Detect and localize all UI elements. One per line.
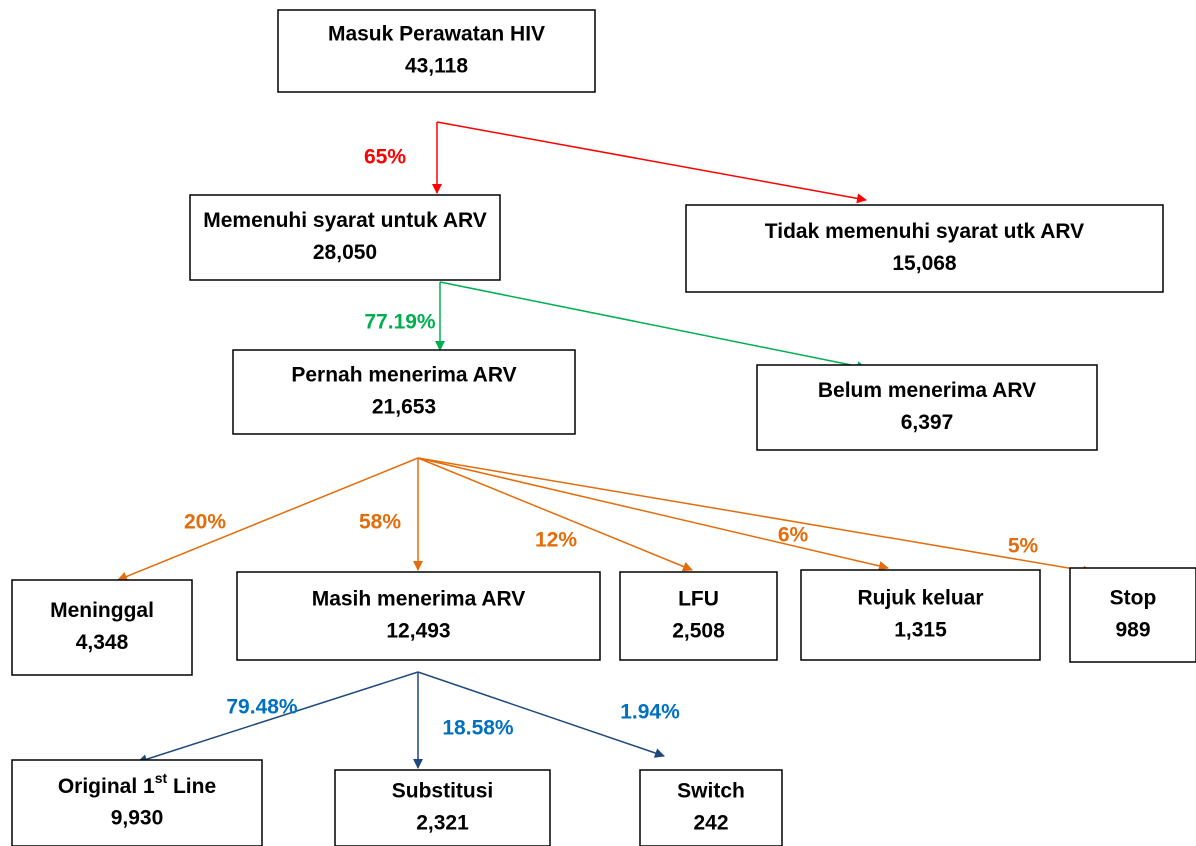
edge-label: 5% <box>1008 535 1039 558</box>
arrow <box>417 457 693 572</box>
arrow <box>417 457 889 571</box>
edge-label: 1.94% <box>620 701 680 724</box>
edge-label: 20% <box>184 511 226 534</box>
node-label: Meninggal <box>50 599 154 622</box>
node-box <box>236 571 601 661</box>
node-label: Pernah menerima ARV <box>291 364 516 387</box>
node-value: 989 <box>1115 619 1150 642</box>
arrow <box>417 671 665 758</box>
node-value: 43,118 <box>405 55 468 78</box>
node-box <box>11 579 193 676</box>
node-value: 6,397 <box>901 411 954 434</box>
node-box <box>11 759 263 846</box>
node-label: Rujuk keluar <box>857 587 983 610</box>
edge-label: 79.48% <box>226 696 298 719</box>
node-value: 1,315 <box>894 619 947 642</box>
node-box <box>619 571 778 661</box>
node-box <box>277 9 596 93</box>
nodes: Masuk Perawatan HIV 43,118 Memenuhi syarat… <box>11 9 1196 846</box>
node-label: Tidak memenuhi syarat utk ARV <box>765 220 1084 243</box>
edge-label: 65% <box>364 146 406 169</box>
node-box <box>334 769 551 846</box>
node-label: Substitusi <box>392 780 494 803</box>
node-label: Switch <box>677 780 745 803</box>
node-label-sup: st <box>155 770 168 786</box>
node-label: Masuk Perawatan HIV <box>328 23 545 46</box>
node-value: 21,653 <box>372 396 436 419</box>
arrow <box>439 281 867 372</box>
node-box <box>189 194 501 281</box>
node-label: Stop <box>1110 587 1157 610</box>
edge-label: 12% <box>535 529 577 552</box>
node-box <box>756 364 1098 451</box>
node-value: 242 <box>693 812 728 835</box>
node-label: LFU <box>678 588 719 611</box>
arrows <box>117 121 1093 769</box>
node-box <box>1069 567 1196 663</box>
node-label-part: Line <box>167 775 216 798</box>
node-label: Memenuhi syarat untuk ARV <box>203 209 487 232</box>
node-box <box>800 569 1041 661</box>
edge-label: 58% <box>359 511 401 534</box>
node-value: 15,068 <box>892 252 957 275</box>
node-value: 28,050 <box>313 241 377 264</box>
node-label: Belum menerima ARV <box>818 379 1036 402</box>
node-box <box>685 204 1164 293</box>
node-box <box>639 769 783 846</box>
arrow <box>117 457 419 582</box>
edge-label: 6% <box>778 524 809 547</box>
node-label: Original 1st Line <box>58 770 216 798</box>
node-value: 4,348 <box>76 631 129 654</box>
edge-labels: 65% 77.19% 20% 58% 12% 6% 5% 79.48% 18.5… <box>184 146 1039 740</box>
edge-label: 18.58% <box>442 717 514 740</box>
node-label: Masih menerima ARV <box>312 588 526 611</box>
edge-label: 77.19% <box>364 311 436 334</box>
node-value: 9,930 <box>111 807 164 830</box>
node-value: 12,493 <box>386 620 450 643</box>
arrow <box>137 671 419 765</box>
node-box <box>232 349 576 435</box>
arrow <box>417 457 1093 576</box>
arrow <box>436 121 867 204</box>
node-value: 2,321 <box>416 812 469 835</box>
node-value: 2,508 <box>672 620 725 643</box>
node-label-part: Original 1 <box>58 775 155 798</box>
